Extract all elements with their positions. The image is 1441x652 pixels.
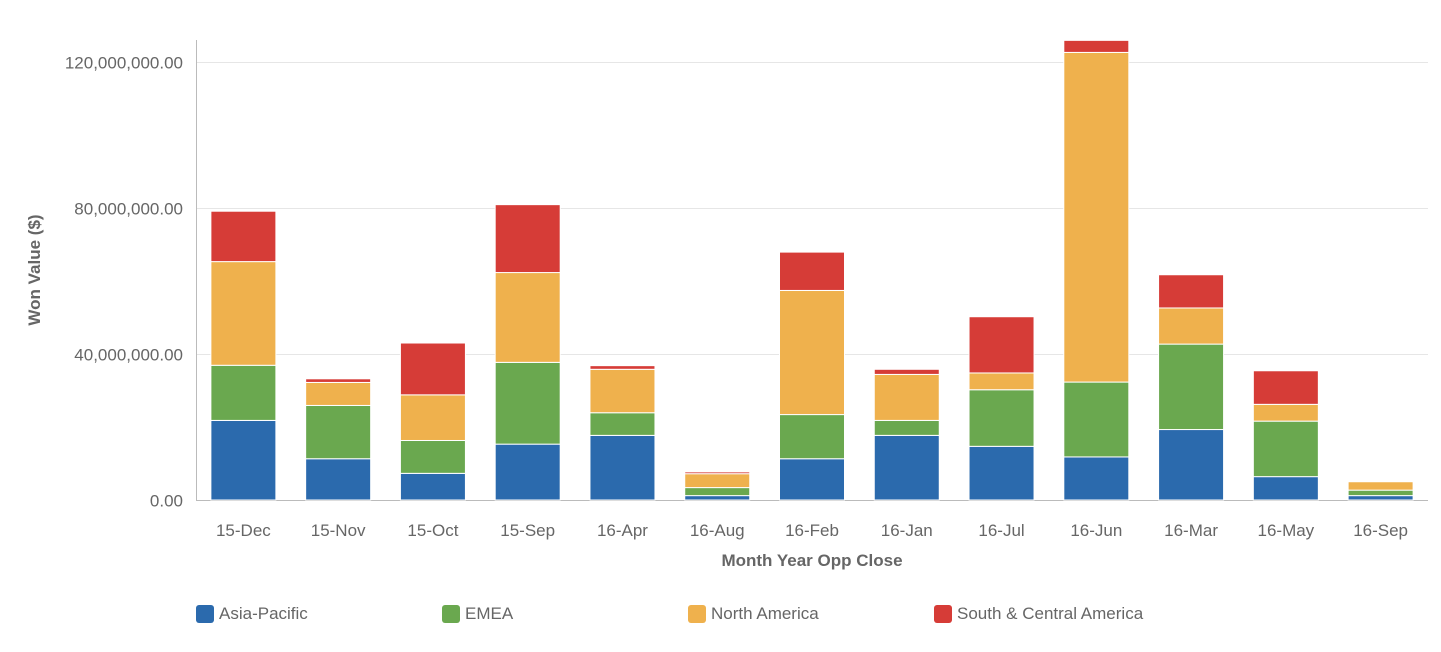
- legend-item[interactable]: Asia-Pacific: [196, 603, 308, 625]
- x-tick-label: 16-Jul: [978, 521, 1024, 540]
- bar-segment[interactable]: [1063, 39, 1130, 53]
- bar-segment[interactable]: [305, 458, 372, 501]
- bar-segment[interactable]: [779, 458, 845, 501]
- bar-segment[interactable]: [399, 472, 466, 501]
- bar-segment[interactable]: [684, 495, 751, 501]
- legend-swatch: [442, 605, 460, 623]
- legend-swatch: [934, 605, 952, 623]
- bar-segment[interactable]: [210, 419, 277, 501]
- y-tick-label: 40,000,000.00: [74, 346, 183, 365]
- bar-segment[interactable]: [1347, 481, 1414, 491]
- x-tick-label: 15-Sep: [500, 521, 555, 540]
- x-tick-label: 15-Dec: [216, 521, 271, 540]
- bar-segment[interactable]: [589, 368, 656, 414]
- y-tick-labels: 0.00 40,000,000.00 80,000,000.00 120,000,00…: [65, 54, 183, 511]
- bar-segment[interactable]: [399, 439, 466, 474]
- legend-label: EMEA: [465, 604, 514, 623]
- legend-swatch: [196, 605, 214, 623]
- x-tick-label: 16-Sep: [1353, 521, 1408, 540]
- bar-segment[interactable]: [873, 368, 940, 375]
- legend: Asia-Pacific EMEA North America South & Cen…: [196, 603, 1396, 627]
- bar-segment[interactable]: [1063, 381, 1130, 458]
- bar-segment[interactable]: [494, 204, 561, 274]
- legend-item[interactable]: South & Central America: [934, 603, 1143, 625]
- bar-segment[interactable]: [494, 272, 561, 363]
- bar-segment[interactable]: [968, 445, 1035, 501]
- bar-segment[interactable]: [1252, 403, 1319, 422]
- y-tick-label: 0.00: [150, 492, 183, 511]
- bar-segment[interactable]: [1252, 370, 1319, 405]
- x-tick-label: 16-Feb: [785, 521, 839, 540]
- x-tick-label: 16-Mar: [1164, 521, 1218, 540]
- y-tick-label: 80,000,000.00: [74, 200, 183, 219]
- bar-segment[interactable]: [210, 261, 277, 366]
- legend-label: Asia-Pacific: [219, 604, 308, 623]
- bar-segment[interactable]: [1063, 51, 1130, 383]
- bar-segment[interactable]: [968, 316, 1035, 374]
- bar-segment[interactable]: [779, 251, 845, 291]
- bar-segment[interactable]: [1347, 489, 1414, 497]
- bar-segment[interactable]: [399, 394, 466, 441]
- bar-segment[interactable]: [1063, 456, 1130, 501]
- x-tick-label: 16-Aug: [690, 521, 745, 540]
- bar-segment[interactable]: [1252, 476, 1319, 501]
- bar-segment[interactable]: [1158, 429, 1225, 501]
- x-axis-title: Month Year Opp Close: [721, 551, 902, 570]
- bar-segment[interactable]: [968, 372, 1035, 391]
- x-tick-label: 15-Nov: [311, 521, 366, 540]
- bar-segment[interactable]: [589, 434, 656, 501]
- bar-segment[interactable]: [968, 389, 1035, 447]
- bar-segment[interactable]: [399, 342, 466, 396]
- bar-segment[interactable]: [1158, 343, 1225, 431]
- bar-segment[interactable]: [1347, 495, 1414, 501]
- bar-segment[interactable]: [305, 381, 372, 406]
- bar-segment[interactable]: [305, 404, 372, 460]
- bar-segment[interactable]: [873, 419, 940, 436]
- bar-segment[interactable]: [779, 414, 845, 460]
- bar-segment[interactable]: [589, 365, 656, 370]
- bar-segment[interactable]: [684, 487, 751, 497]
- x-tick-label: 16-Apr: [597, 521, 648, 540]
- bar-segment[interactable]: [684, 471, 751, 475]
- bar-segment[interactable]: [1252, 420, 1319, 478]
- bars: [210, 39, 1414, 501]
- bar-segment[interactable]: [494, 443, 561, 501]
- legend-label: South & Central America: [957, 604, 1144, 623]
- y-axis-title: Won Value ($): [25, 214, 44, 325]
- y-tick-label: 120,000,000.00: [65, 54, 183, 73]
- legend-swatch: [688, 605, 706, 623]
- legend-item[interactable]: North America: [688, 603, 819, 625]
- bar-segment[interactable]: [1158, 274, 1225, 309]
- bar-segment[interactable]: [210, 364, 277, 421]
- bar-segment[interactable]: [305, 378, 372, 383]
- bar-segment[interactable]: [873, 434, 940, 501]
- bar-segment[interactable]: [1158, 307, 1225, 345]
- legend-item[interactable]: EMEA: [442, 603, 513, 625]
- x-tick-label: 15-Oct: [407, 521, 458, 540]
- bar-segment[interactable]: [210, 210, 277, 263]
- bar-segment[interactable]: [779, 289, 845, 416]
- bar-segment[interactable]: [873, 373, 940, 421]
- x-tick-label: 16-Jun: [1070, 521, 1122, 540]
- x-tick-label: 16-May: [1258, 521, 1315, 540]
- bar-segment[interactable]: [684, 473, 751, 489]
- bar-segment[interactable]: [589, 412, 656, 436]
- bar-segment[interactable]: [494, 361, 561, 445]
- legend-label: North America: [711, 604, 819, 623]
- x-tick-label: 16-Jan: [881, 521, 933, 540]
- x-tick-labels: 15-Dec 15-Nov 15-Oct 15-Sep 16-Apr 16-Aug 16-F…: [216, 521, 1408, 540]
